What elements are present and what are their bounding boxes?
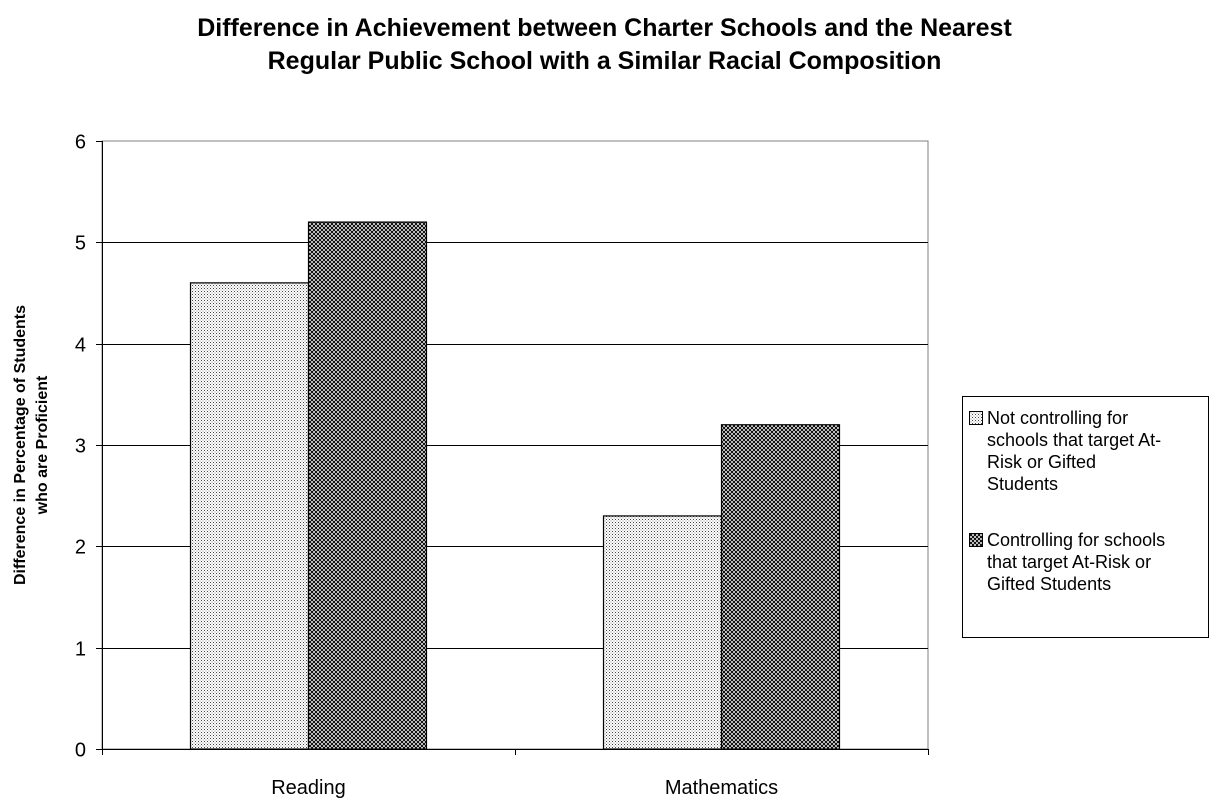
y-axis-ticks: 0 1 2 3 4 5 6 (75, 132, 102, 762)
chart-title: Difference in Achievement between Charte… (0, 12, 1209, 78)
y-tick-label: 6 (75, 132, 86, 154)
legend-line: that target At-Risk or (987, 552, 1152, 572)
y-axis-label-line-2: who are Proficient (34, 375, 51, 515)
y-tick-label: 1 (75, 639, 86, 661)
legend: Not controlling for schools that target … (962, 396, 1209, 638)
bar-controlling-reading (307, 221, 428, 750)
bar-not-controlling-mathematics (602, 515, 723, 750)
x-axis-ticks: Reading Mathematics (102, 749, 929, 799)
legend-line: Gifted Students (987, 574, 1112, 594)
legend-swatch-dark (969, 533, 983, 547)
y-tick-label: 5 (75, 233, 86, 255)
legend-line: Risk or Gifted (987, 452, 1097, 472)
legend-label-not-controlling: Not controlling for schools that target … (987, 407, 1205, 495)
legend-swatch-light (969, 411, 983, 425)
y-tick-label: 2 (75, 537, 86, 559)
legend-item-controlling: Controlling for schools that target At-R… (969, 529, 1205, 595)
bar-not-controlling-reading (189, 282, 310, 750)
chart-title-line-1: Difference in Achievement between Charte… (197, 14, 1012, 42)
legend-line: Not controlling for (987, 408, 1129, 428)
legend-item-not-controlling: Not controlling for schools that target … (969, 407, 1205, 495)
chart-title-line-2: Regular Public School with a Similar Rac… (267, 47, 942, 75)
y-tick-label: 4 (75, 335, 86, 357)
bars (189, 221, 841, 750)
legend-line: schools that target At- (987, 430, 1162, 450)
legend-line: Students (987, 474, 1059, 494)
bar-controlling-mathematics (720, 424, 841, 750)
y-tick-label: 3 (75, 436, 86, 458)
y-tick-label: 0 (75, 740, 86, 762)
y-axis-label-line-1: Difference in Percentage of Students (12, 305, 29, 585)
legend-label-controlling: Controlling for schools that target At-R… (987, 529, 1205, 595)
x-tick-label: Reading (271, 777, 346, 799)
x-tick-label: Mathematics (665, 777, 778, 799)
legend-line: Controlling for schools (987, 530, 1166, 550)
